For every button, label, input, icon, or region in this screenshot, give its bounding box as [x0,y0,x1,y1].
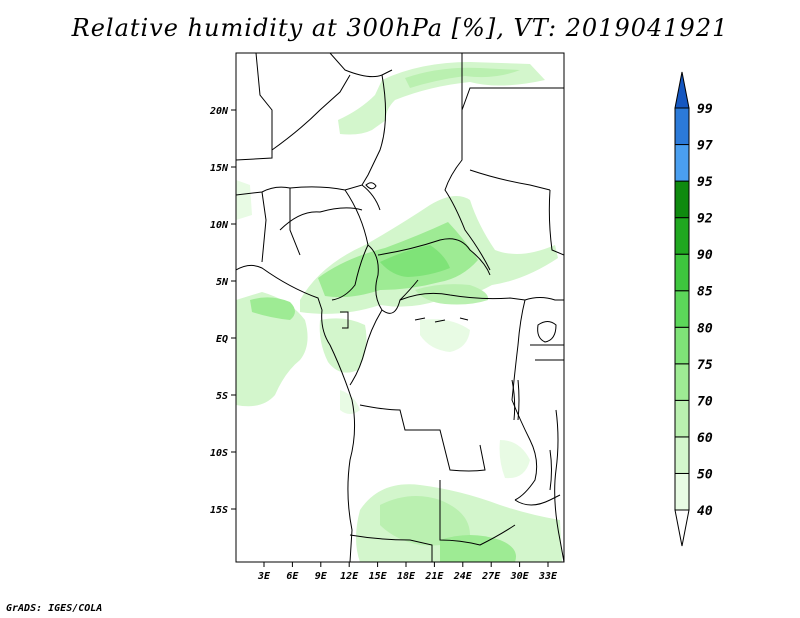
humidity-area-south-east [440,535,516,562]
border-congo [340,309,383,386]
legend-level-label: 40 [697,504,713,519]
border-car-south [399,292,526,301]
coastline-east [554,409,564,562]
lat-tick-label: 15N [210,163,229,174]
border-west-3 [289,188,301,256]
legend-level-label: 95 [697,175,713,190]
humidity-field [236,62,562,562]
lake-victoria [537,321,557,343]
humidity-area-east-mid [499,440,530,479]
legend-color-box [674,144,690,182]
humidity-area-west-strip [236,180,252,220]
lon-tick-label: 30E [510,571,530,582]
humidity-area-gulf [236,292,308,407]
lon-tick-label: 9E [315,571,328,582]
humidity-area-angola-coast [340,390,360,414]
border-drc-east [511,299,538,501]
legend-level-label: 85 [697,285,713,300]
country-borders [236,53,564,562]
lat-tick-label: EQ [216,334,228,345]
lon-tick-label: 12E [340,571,359,582]
border-north-3 [271,74,351,151]
lake-malawi [549,449,552,491]
border-drc-angola [359,404,486,472]
humidity-area-sahel-peak [380,245,450,277]
legend-color-box [674,290,690,328]
legend-level-label: 70 [697,394,713,409]
border-chad-sudan [444,110,491,271]
legend-lower-triangle [674,509,690,547]
border-east-1 [548,189,564,256]
legend-color-box [674,217,690,255]
latitude-axis: 20N 15N 10N 5N EQ 5S 10S 15S [209,106,236,516]
border-nigeria-north [279,207,363,231]
legend-upper-triangle [674,71,690,109]
lon-tick-label: 18E [397,571,416,582]
border-north-4 [361,74,387,186]
border-east-3 [530,344,564,361]
lon-tick-label: 27E [481,571,501,582]
legend-level-label: 60 [697,431,713,446]
legend-level-label: 75 [697,358,713,373]
lon-tick-label: 33E [538,571,558,582]
border-west-2 [261,191,267,263]
humidity-area-central-right [415,284,489,305]
border-south-east [514,494,561,506]
longitude-axis: 3E 6E 9E 12E 15E 18E 21E 24E 27E 30E 33E [257,562,558,582]
lat-tick-label: 20N [209,106,229,117]
map-frame [235,52,565,563]
lat-tick-label: 10S [210,448,228,459]
lon-tick-label: 21E [424,571,444,582]
lat-tick-label: 10N [210,220,229,231]
legend-color-box [674,436,690,474]
legend-color-box [674,472,690,511]
lon-tick-label: 6E [286,571,299,582]
border-sudan-south [469,169,551,191]
humidity-area-south-core [380,496,470,546]
legend-level-label: 80 [697,321,713,336]
lon-tick-label: 3E [257,571,271,582]
humidity-area-congo-interior [420,319,470,352]
humidity-area-congo-coast [319,318,367,373]
lat-tick-label: 15S [210,505,228,516]
legend-color-box [674,253,690,292]
legend-level-label: 97 [697,139,713,154]
legend-color-box [674,326,690,365]
grads-credit: GrADS: IGES/COLA [6,603,103,614]
lat-tick-label: 5S [216,391,228,402]
humidity-area-north-band [338,62,545,135]
border-north-1 [329,53,393,78]
lon-tick-label: 15E [369,571,388,582]
legend-color-box [674,363,690,401]
border-nigeria [331,189,369,301]
border-car [377,238,491,276]
humidity-area-gulf-core [250,297,295,320]
legend-level-label: 90 [697,248,713,263]
coastline-west [236,264,356,562]
legend-level-label: 50 [697,467,713,482]
border-zambia [439,480,516,546]
river-congo-1 [414,317,469,323]
lon-tick-label: 24E [453,571,473,582]
border-west-1 [236,184,381,211]
border-north-2 [236,53,273,161]
legend-color-box [674,107,690,146]
legend-color-box [674,399,690,438]
border-north-5 [461,53,564,111]
color-legend: 40 50 60 70 75 80 85 90 92 95 97 99 [674,71,713,547]
border-east-2 [524,297,564,301]
map-title: Relative humidity at 300hPa [%], VT: 201… [71,14,729,42]
legend-level-label: 99 [697,102,713,117]
humidity-area-north-core [405,67,520,88]
lake-chad [365,182,377,190]
legend-color-box [674,180,690,219]
border-angola-south [349,534,433,562]
legend-level-label: 92 [697,212,713,227]
lat-tick-label: 5N [216,277,229,288]
lake-tanganyika [511,379,520,421]
